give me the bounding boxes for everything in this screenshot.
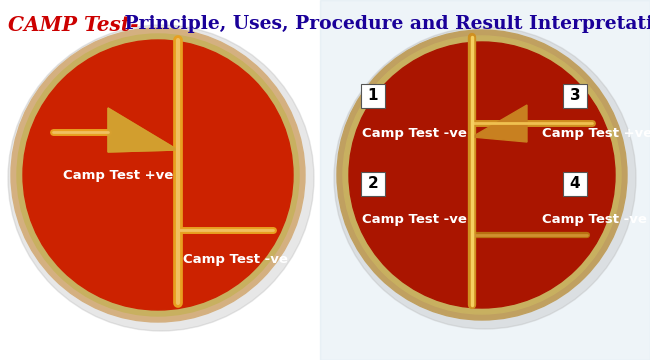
Polygon shape [108, 108, 178, 152]
Circle shape [337, 30, 627, 320]
Circle shape [23, 40, 293, 310]
Text: Principle, Uses, Procedure and Result Interpretation: Principle, Uses, Procedure and Result In… [118, 15, 650, 33]
FancyBboxPatch shape [563, 84, 587, 108]
Text: Camp Test -ve: Camp Test -ve [183, 253, 288, 266]
Circle shape [17, 34, 299, 316]
Text: Camp Test +ve: Camp Test +ve [63, 168, 174, 181]
Circle shape [343, 36, 621, 314]
Polygon shape [108, 108, 178, 152]
Text: Camp Test -ve: Camp Test -ve [362, 126, 467, 139]
Circle shape [8, 25, 314, 331]
FancyBboxPatch shape [361, 84, 385, 108]
Text: 1: 1 [368, 89, 378, 104]
Text: 3: 3 [569, 89, 580, 104]
FancyBboxPatch shape [361, 172, 385, 196]
Text: Camp Test -ve: Camp Test -ve [542, 213, 647, 226]
Text: 4: 4 [569, 176, 580, 192]
Text: Camp Test -ve: Camp Test -ve [362, 213, 467, 226]
Polygon shape [472, 105, 527, 142]
Bar [320, 0, 650, 360]
Text: Camp Test +ve: Camp Test +ve [542, 126, 650, 139]
Circle shape [334, 27, 636, 329]
Text: CAMP Test-: CAMP Test- [8, 15, 138, 35]
Circle shape [11, 28, 305, 322]
FancyBboxPatch shape [563, 172, 587, 196]
Text: 2: 2 [368, 176, 378, 192]
Circle shape [349, 42, 615, 308]
